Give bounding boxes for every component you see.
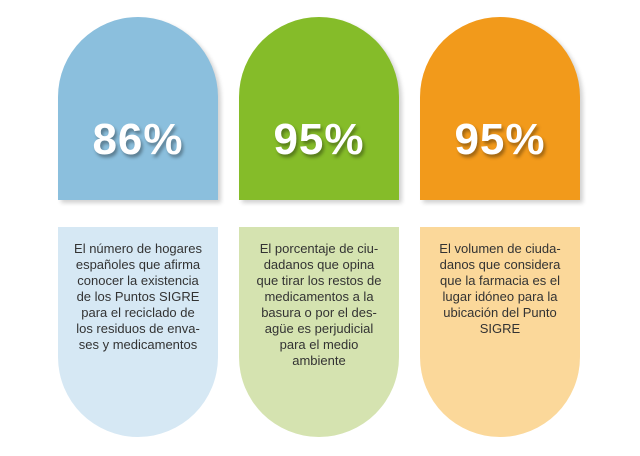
stat-card-ciudadanos-basura: 95% El porcentaje de ciu- dadanos que op… [239, 0, 399, 456]
percent-header: 95% [420, 17, 580, 200]
percent-value: 86% [92, 114, 184, 164]
stat-card-hogares: 86% El número de hogares españoles que a… [58, 0, 218, 456]
description-panel: El volumen de ciuda- danos que considera… [420, 227, 580, 437]
description-text: El volumen de ciuda- danos que considera… [439, 241, 561, 336]
description-text: El porcentaje de ciu- dadanos que opina … [256, 241, 382, 368]
description-text: El número de hogares españoles que afirm… [74, 241, 202, 352]
description-panel: El número de hogares españoles que afirm… [58, 227, 218, 437]
percent-header: 95% [239, 17, 399, 200]
description-panel: El porcentaje de ciu- dadanos que opina … [239, 227, 399, 437]
stat-card-farmacia: 95% El volumen de ciuda- danos que consi… [420, 0, 580, 456]
percent-value: 95% [273, 114, 365, 164]
percent-value: 95% [454, 114, 546, 164]
percent-header: 86% [58, 17, 218, 200]
